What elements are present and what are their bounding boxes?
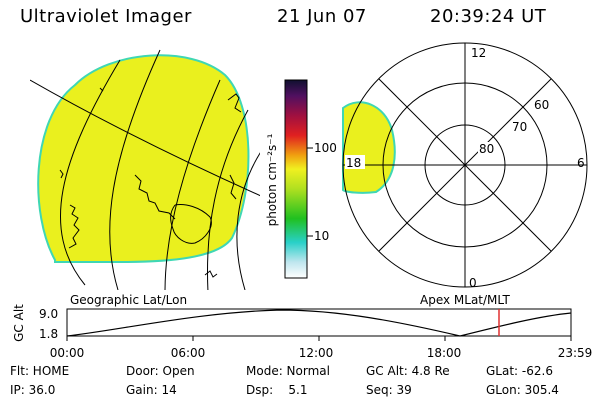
time-label: 20:39:24 UT xyxy=(430,6,547,27)
gain-status: Gain: 14 xyxy=(126,383,177,397)
dsp-status: Dsp: 5.1 xyxy=(246,383,308,397)
glon-status: GLon: 305.4 xyxy=(486,383,559,397)
instrument-title: Ultraviolet Imager xyxy=(20,6,192,27)
glat-status: GLat: -62.6 xyxy=(486,364,553,378)
door-status: Door: Open xyxy=(126,364,195,378)
longitude-grid xyxy=(30,49,260,290)
sequence-status: Seq: 39 xyxy=(366,383,412,397)
flight-status: Flt: HOME xyxy=(10,364,70,378)
lat-label-60: 60 xyxy=(534,98,549,112)
colorbar-tick-100: 100 xyxy=(314,141,337,155)
coastline-outlines xyxy=(59,87,242,278)
time-tick-1200: 12:00 xyxy=(299,346,334,360)
time-tick-1800: 18:00 xyxy=(427,346,462,360)
altitude-axis-label: GC Alt xyxy=(12,304,26,342)
uv-image-disk xyxy=(37,54,250,263)
ip-status: IP: 36.0 xyxy=(10,383,56,397)
mlt-label-0: 0 xyxy=(469,276,477,290)
altitude-curve xyxy=(66,309,572,337)
altitude-tick-top: 9.0 xyxy=(39,307,58,321)
mlt-label-18: 18 xyxy=(346,156,361,170)
geographic-map-title: Geographic Lat/Lon xyxy=(70,293,187,307)
time-tick-0600: 06:00 xyxy=(171,346,206,360)
mlt-label-12: 12 xyxy=(471,46,486,60)
colorbar-units-label: photon cm⁻²s⁻¹ xyxy=(265,133,279,226)
time-tick-0000: 00:00 xyxy=(50,346,85,360)
polar-uv-coverage xyxy=(342,101,396,194)
mlt-label-6: 6 xyxy=(577,156,585,170)
colorbar-tick-10: 10 xyxy=(314,229,329,243)
date-label: 21 Jun 07 xyxy=(277,6,367,27)
lat-label-70: 70 xyxy=(512,120,527,134)
time-tick-2359: 23:59 xyxy=(558,346,593,360)
apex-map-title: Apex MLat/MLT xyxy=(420,293,510,307)
gc-altitude-status: GC Alt: 4.8 Re xyxy=(366,364,450,378)
lat-label-80: 80 xyxy=(479,142,494,156)
altitude-tick-bottom: 1.8 xyxy=(39,327,58,341)
mode-status: Mode: Normal xyxy=(246,364,330,378)
